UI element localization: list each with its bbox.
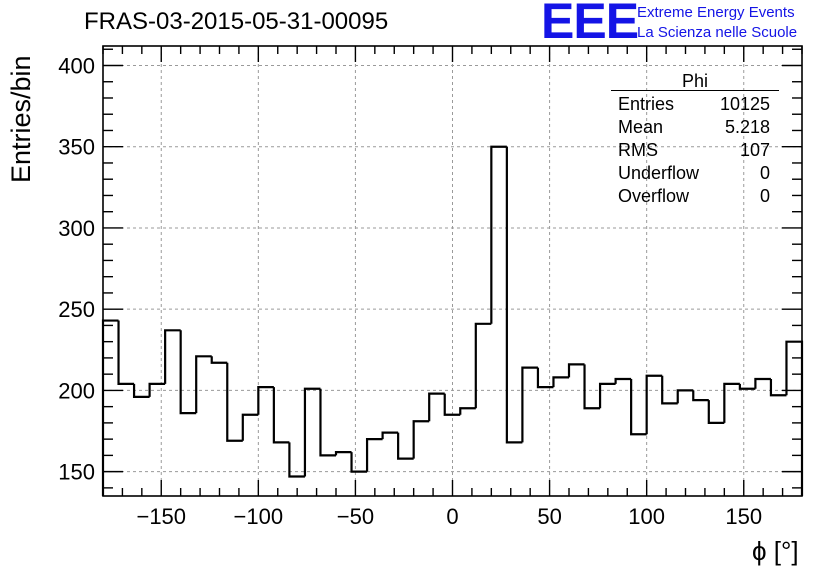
histogram-bin bbox=[505, 146, 523, 444]
stats-value: 10125 bbox=[719, 94, 770, 114]
org-name: Extreme Energy Events bbox=[637, 4, 795, 21]
x-tick-label: −100 bbox=[234, 504, 284, 529]
y-tick-label: 250 bbox=[58, 297, 95, 322]
histogram-bin bbox=[148, 382, 166, 397]
stats-label: Underflow bbox=[618, 163, 700, 183]
eee-logo: EEE bbox=[541, 0, 639, 49]
histogram-bin bbox=[288, 442, 305, 478]
tick-labels: −150 −100 −50 0 50 100 150 150 200 250 300 350 400 bbox=[58, 53, 762, 529]
histogram-bin bbox=[474, 322, 492, 409]
stats-title: Phi bbox=[681, 71, 708, 91]
histogram-bin bbox=[490, 145, 507, 324]
grid-lines bbox=[103, 46, 802, 496]
stats-divider bbox=[611, 90, 779, 91]
histogram-bin bbox=[676, 389, 694, 404]
histogram-bin bbox=[443, 393, 461, 416]
chart-title: FRAS-03-2015-05-31-00095 bbox=[84, 8, 389, 35]
histogram-bin bbox=[257, 386, 274, 415]
stats-label: Mean bbox=[618, 117, 664, 137]
y-tick-label: 150 bbox=[58, 460, 95, 485]
histogram-bin bbox=[738, 383, 756, 390]
histogram-bin bbox=[303, 387, 321, 477]
x-tick-label: 50 bbox=[537, 504, 561, 529]
histogram-bin bbox=[195, 355, 212, 414]
histogram-bin bbox=[661, 375, 678, 405]
histogram-bin bbox=[319, 388, 336, 457]
stats-box: Phi Entries 10125 Mean 5.218 RMS 107 Und… bbox=[611, 72, 779, 208]
histogram-bin bbox=[692, 390, 709, 402]
histogram-bin bbox=[334, 451, 352, 456]
histogram-bin bbox=[428, 392, 445, 422]
stats-row-underflow: Underflow 0 bbox=[611, 162, 779, 185]
histogram-bin bbox=[754, 377, 771, 389]
histogram-bin bbox=[350, 452, 368, 473]
histogram-bin bbox=[412, 420, 430, 459]
histogram-bin bbox=[614, 377, 632, 384]
histogram-bin bbox=[272, 387, 290, 444]
y-tick-label: 350 bbox=[58, 135, 95, 160]
y-tick-label: 400 bbox=[58, 53, 95, 78]
histogram-bin bbox=[723, 382, 740, 423]
stats-row-overflow: Overflow 0 bbox=[611, 185, 779, 208]
histogram-bin bbox=[381, 431, 399, 440]
y-axis-label: Entries/bin bbox=[6, 55, 36, 183]
axis-ticks bbox=[102, 46, 803, 496]
histogram-bin bbox=[459, 407, 476, 415]
stats-value: 5.218 bbox=[724, 117, 770, 137]
stats-row-rms: RMS 107 bbox=[611, 139, 779, 162]
stats-row-mean: Mean 5.218 bbox=[611, 116, 779, 139]
x-tick-label: −50 bbox=[337, 504, 374, 529]
x-tick-label: −150 bbox=[136, 504, 186, 529]
histogram-bin bbox=[226, 362, 243, 442]
stats-row-entries: Entries 10125 bbox=[611, 93, 779, 116]
histogram-bin bbox=[552, 376, 569, 388]
histogram-bin bbox=[536, 367, 554, 389]
histogram-bin bbox=[179, 330, 197, 415]
stats-value: 0 bbox=[759, 186, 770, 206]
y-tick-label: 300 bbox=[58, 216, 95, 241]
x-tick-label: 150 bbox=[725, 504, 762, 529]
stats-value: 0 bbox=[759, 163, 770, 183]
histogram-bin bbox=[567, 363, 585, 378]
histogram-bin bbox=[101, 319, 119, 496]
histogram-bin bbox=[117, 320, 135, 386]
histogram-bin bbox=[707, 400, 725, 424]
stats-label: RMS bbox=[618, 140, 658, 160]
histogram-bin bbox=[164, 329, 181, 384]
histogram-bin bbox=[785, 340, 804, 496]
histogram-bin bbox=[241, 413, 259, 441]
histogram-bin bbox=[132, 383, 150, 399]
stats-label: Overflow bbox=[618, 186, 690, 206]
x-axis-label: ϕ [°] bbox=[752, 536, 799, 566]
histogram-bin bbox=[521, 366, 538, 443]
histogram-bin bbox=[397, 432, 414, 460]
y-tick-label: 200 bbox=[58, 378, 95, 403]
x-tick-label: 100 bbox=[628, 504, 665, 529]
stats-value: 107 bbox=[739, 140, 770, 160]
histogram-bin bbox=[583, 364, 601, 410]
histogram-bin bbox=[598, 382, 616, 409]
org-subtitle: La Scienza nelle Scuole bbox=[637, 24, 798, 41]
histogram-bin bbox=[769, 379, 787, 397]
histogram-bin bbox=[645, 374, 663, 435]
stats-label: Entries bbox=[618, 94, 675, 114]
x-tick-label: 0 bbox=[446, 504, 458, 529]
histogram-bin bbox=[365, 438, 383, 472]
histogram-bin bbox=[210, 356, 228, 364]
histogram-bin bbox=[630, 379, 647, 436]
